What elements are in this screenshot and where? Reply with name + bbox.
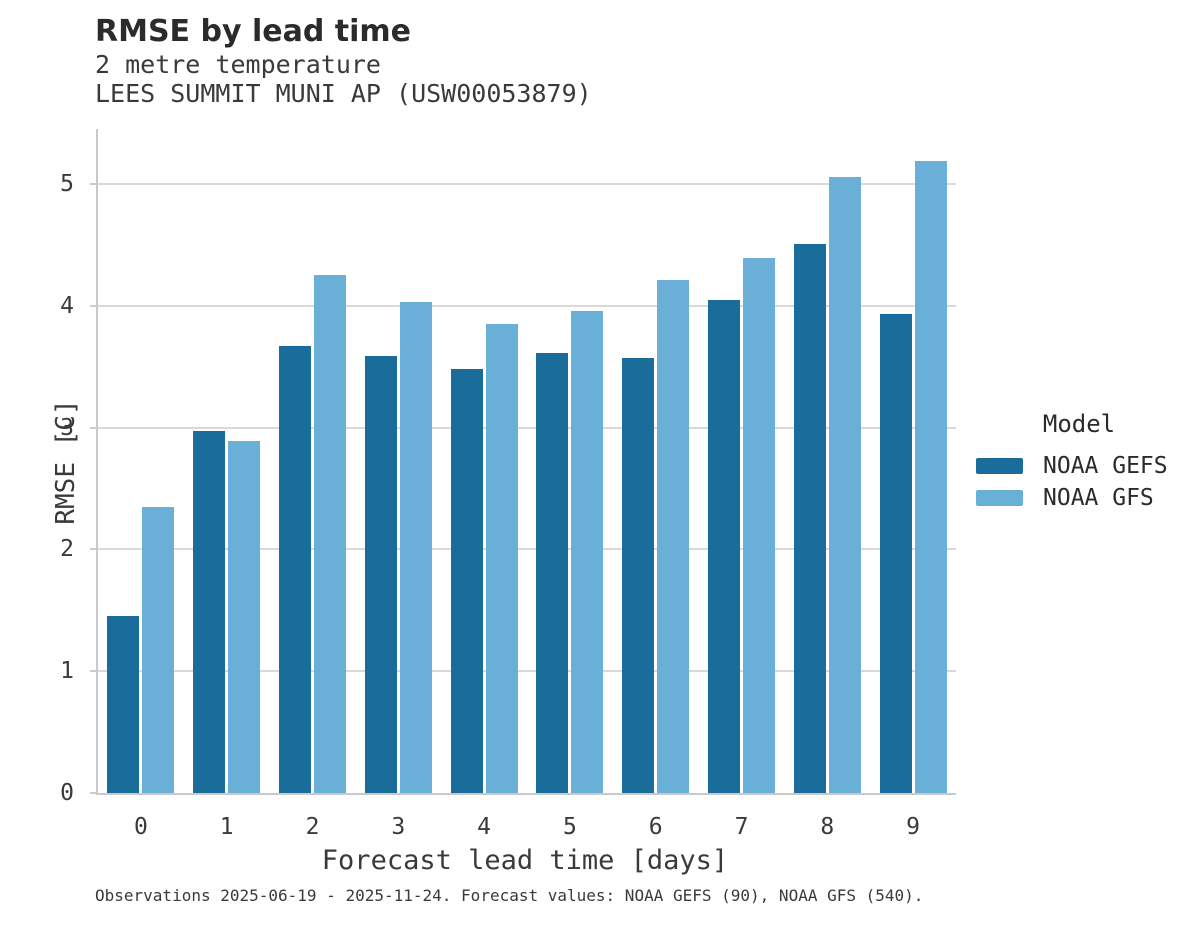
y-tickmark-0 xyxy=(90,792,98,794)
x-tick-label-5: 5 xyxy=(562,814,577,840)
bar-noaa-gfs-lead-3 xyxy=(399,302,432,793)
bar-noaa-gefs-lead-4 xyxy=(450,369,483,793)
bar-noaa-gfs-lead-2 xyxy=(314,275,346,793)
y-tickmark-1 xyxy=(90,670,98,673)
y-tick-label-0: 0 xyxy=(60,780,74,806)
bar-noaa-gefs-lead-0 xyxy=(107,616,140,793)
legend-label-noaa-gfs: NOAA GFS xyxy=(1043,485,1154,511)
gridline-y5 xyxy=(98,182,956,185)
x-tick-label-1: 1 xyxy=(219,814,234,840)
x-tick-label-4: 4 xyxy=(477,814,492,840)
bar-noaa-gefs-lead-6 xyxy=(622,358,655,793)
bar-noaa-gefs-lead-3 xyxy=(364,355,397,793)
legend-title: Model xyxy=(1042,410,1116,438)
y-tickmark-2 xyxy=(90,548,98,551)
bar-noaa-gfs-lead-6 xyxy=(657,280,690,793)
x-tick-label-0: 0 xyxy=(133,814,148,840)
bar-noaa-gefs-lead-1 xyxy=(193,431,226,793)
gridline-y2 xyxy=(98,548,956,551)
chart-subtitle-variable: 2 metre temperature xyxy=(95,50,381,79)
legend-row-noaa-gfs: NOAA GFS xyxy=(976,482,1182,514)
x-tick-label-2: 2 xyxy=(305,814,320,840)
chart-header: RMSE by lead time 2 metre temperature LE… xyxy=(95,14,592,108)
y-tickmark-4 xyxy=(90,304,98,307)
legend-swatch-noaa-gfs xyxy=(976,490,1023,506)
legend-items: NOAA GEFS NOAA GFS xyxy=(976,450,1182,514)
x-tick-label-3: 3 xyxy=(391,814,406,840)
x-tick-label-9: 9 xyxy=(906,814,921,840)
bar-noaa-gfs-lead-7 xyxy=(743,258,775,793)
bar-noaa-gefs-lead-8 xyxy=(793,243,826,793)
plot-area: 0 1 2 3 4 5 0 1 2 3 4 5 6 7 8 9 xyxy=(60,129,956,840)
bar-noaa-gfs-lead-5 xyxy=(571,310,604,793)
y-tick-label-1: 1 xyxy=(60,658,74,685)
bar-noaa-gefs-lead-9 xyxy=(879,314,912,793)
y-tick-label-2: 2 xyxy=(60,536,74,563)
y-tick-label-4: 4 xyxy=(60,292,74,319)
gridline-y1 xyxy=(98,670,956,673)
legend-label-noaa-gefs: NOAA GEFS xyxy=(1043,453,1168,479)
bar-noaa-gfs-lead-4 xyxy=(485,323,518,793)
footer-caption: Observations 2025-06-19 - 2025-11-24. Fo… xyxy=(95,886,924,905)
legend: Model NOAA GEFS NOAA GFS xyxy=(976,410,1182,514)
bar-noaa-gfs-lead-8 xyxy=(828,176,861,793)
gridline-y4 xyxy=(98,304,956,307)
y-tick-label-3: 3 xyxy=(60,414,74,441)
y-axis-label: RMSE [C] xyxy=(51,399,81,525)
y-tickmark-3 xyxy=(90,426,98,429)
x-tick-label-8: 8 xyxy=(820,814,835,840)
x-axis-label: Forecast lead time [days] xyxy=(321,845,729,876)
legend-swatch-noaa-gefs xyxy=(976,458,1023,474)
x-tick-label-6: 6 xyxy=(648,814,663,840)
bar-noaa-gfs-lead-0 xyxy=(142,506,175,793)
chart-title: RMSE by lead time xyxy=(95,14,411,49)
x-tick-label-7: 7 xyxy=(734,814,749,840)
y-tick-label-5: 5 xyxy=(60,170,74,197)
chart-subtitle-station: LEES SUMMIT MUNI AP (USW00053879) xyxy=(95,79,592,108)
legend-row-noaa-gefs: NOAA GEFS xyxy=(976,450,1182,482)
bar-noaa-gefs-lead-7 xyxy=(708,299,740,793)
bar-noaa-gefs-lead-2 xyxy=(279,345,311,793)
bar-noaa-gfs-lead-1 xyxy=(228,440,261,793)
y-tickmark-5 xyxy=(90,182,98,185)
gridline-y3 xyxy=(98,426,956,429)
bar-noaa-gefs-lead-5 xyxy=(536,353,569,793)
bar-noaa-gfs-lead-9 xyxy=(914,160,947,793)
